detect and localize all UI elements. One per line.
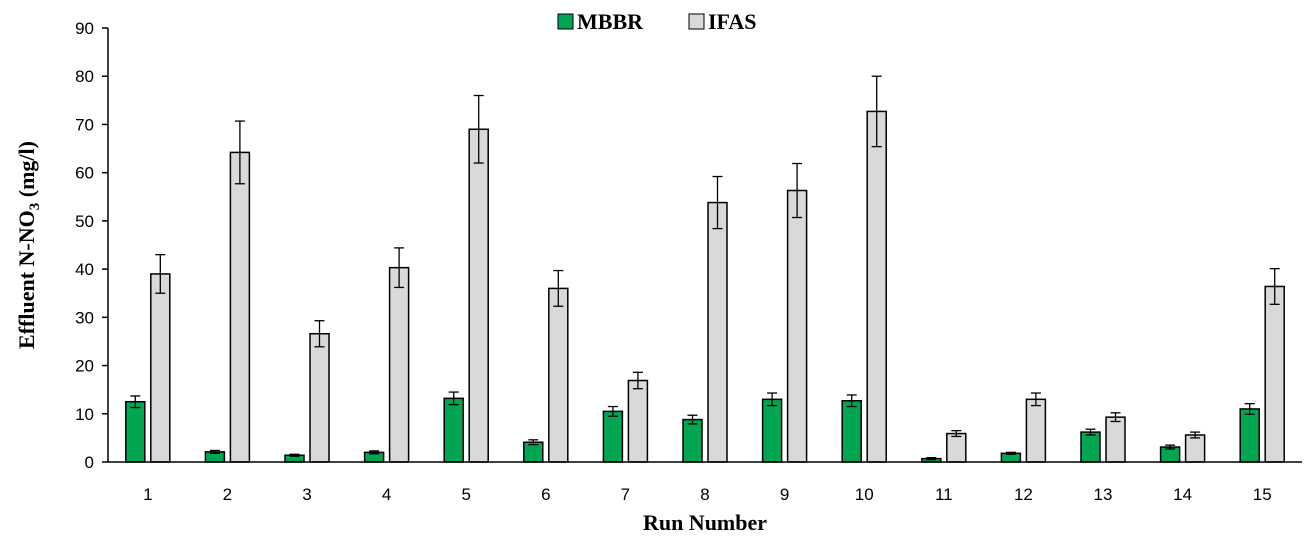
x-tick-label: 10 [855, 485, 874, 504]
bar-ifas-run-11 [946, 432, 967, 463]
bar-ifas-run-8 [707, 201, 728, 463]
x-tick-label: 6 [541, 485, 550, 504]
y-tick-label: 30 [75, 308, 94, 327]
bar-mbbr-run-1 [125, 400, 146, 463]
bar-ifas-run-13 [1105, 416, 1126, 463]
bar-ifas-run-2 [229, 151, 251, 463]
x-tick-label: 7 [621, 485, 630, 504]
y-axis-title: Effluent N-NO3 (mg/l) [14, 141, 43, 349]
bar-ifas-run-12 [1025, 398, 1047, 463]
bar-ifas-run-9 [786, 189, 808, 463]
y-tick-label: 40 [75, 260, 94, 279]
x-tick-label: 11 [935, 485, 953, 504]
legend-swatch-ifas [688, 13, 705, 30]
bar-mbbr-run-9 [761, 398, 783, 463]
x-tick-label: 12 [1014, 485, 1033, 504]
x-axis-title: Run Number [643, 510, 767, 535]
x-tick-label: 4 [382, 485, 391, 504]
legend-label-ifas: IFAS [708, 9, 757, 34]
bar-ifas-run-3 [309, 332, 330, 463]
bar-ifas-run-7 [627, 379, 649, 463]
legend-label-mbbr: MBBR [577, 9, 644, 34]
bar-mbbr-run-10 [841, 400, 862, 463]
x-tick-label: 5 [461, 485, 470, 504]
y-tick-label: 20 [75, 357, 94, 376]
bar-mbbr-run-13 [1080, 431, 1101, 463]
bars-layer [125, 110, 1285, 463]
x-tick-label: 15 [1253, 485, 1272, 504]
x-tick-label: 9 [780, 485, 789, 504]
bar-ifas-run-1 [150, 273, 171, 463]
legend-swatch-mbbr [557, 13, 574, 30]
x-tick-label: 8 [700, 485, 709, 504]
bar-mbbr-run-8 [682, 418, 703, 463]
bar-mbbr-run-5 [443, 397, 464, 463]
y-tick-label: 0 [85, 453, 94, 472]
y-axis-title-subscript: 3 [27, 203, 43, 211]
x-tick-label: 2 [223, 485, 232, 504]
axes-layer [107, 28, 1302, 463]
bar-ifas-run-14 [1184, 434, 1206, 463]
x-tick-label: 13 [1094, 485, 1113, 504]
bar-ifas-run-4 [388, 266, 410, 463]
bar-ifas-run-15 [1264, 285, 1285, 463]
bar-ifas-run-10 [866, 110, 887, 463]
bar-mbbr-run-15 [1239, 408, 1260, 463]
y-tick-label: 90 [75, 19, 94, 38]
bar-ifas-run-5 [468, 128, 489, 463]
y-axis-title-suffix: (mg/l) [14, 141, 39, 203]
error-bars-layer [130, 75, 1280, 461]
x-tick-label: 3 [302, 485, 311, 504]
x-ticks: 1 2 3 4 5 6 7 8 9 10 11 12 13 14 15 [143, 485, 1272, 504]
y-ticks: 0 10 20 30 40 50 60 70 80 90 [75, 19, 108, 472]
y-tick-label: 70 [75, 115, 94, 134]
x-tick-label: 14 [1173, 485, 1192, 504]
legend: MBBR IFAS [557, 9, 757, 34]
y-tick-label: 50 [75, 212, 94, 231]
y-tick-label: 60 [75, 164, 94, 183]
x-tick-label: 1 [143, 485, 152, 504]
y-tick-label: 10 [75, 405, 94, 424]
bar-mbbr-run-7 [602, 410, 624, 463]
y-axis-title-prefix: Effluent N-NO [14, 210, 39, 349]
bar-ifas-run-6 [548, 287, 569, 463]
y-tick-label: 80 [75, 67, 94, 86]
